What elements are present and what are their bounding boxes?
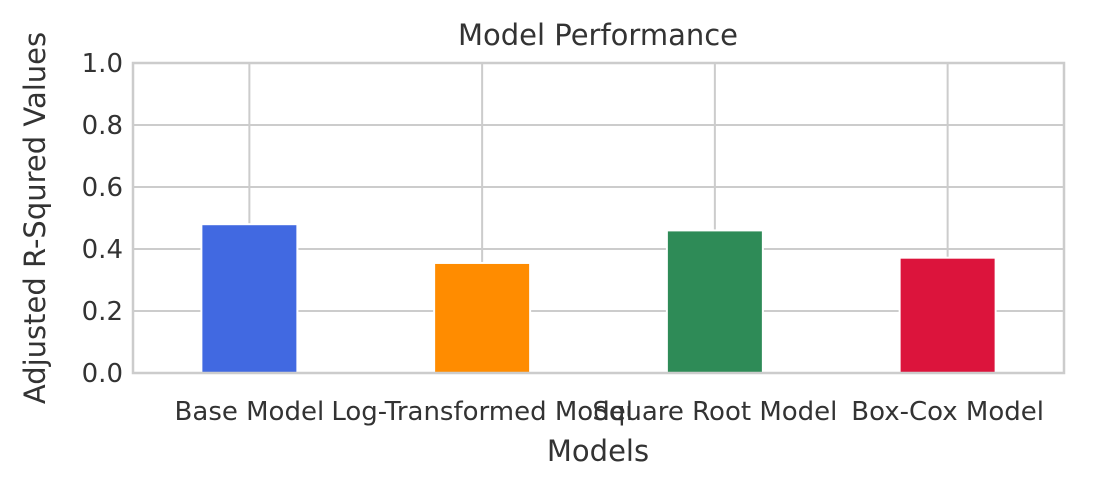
y-tick-label: 0.0 (82, 359, 123, 389)
x-tick-label: Base Model (175, 397, 325, 427)
y-tick-label: 0.2 (82, 297, 123, 327)
plot-frame (131, 61, 1066, 375)
x-tick-label: Square Root Model (592, 397, 837, 427)
y-tick-label: 0.8 (82, 111, 123, 141)
y-axis-label: Adjusted R-Squred Values (18, 32, 52, 404)
y-tick-label: 0.6 (82, 173, 123, 203)
bars (200, 223, 997, 375)
x-axis-label: Models (547, 434, 649, 468)
chart-title: Model Performance (458, 18, 738, 52)
bar-square-root-model (665, 229, 764, 374)
x-tick-label: Log-Transformed Model (331, 397, 633, 427)
y-tick-label: 0.4 (82, 235, 123, 265)
x-tick-label: Box-Cox Model (851, 397, 1044, 427)
y-tick-labels: 0.0 0.2 0.4 0.6 0.8 1.0 (82, 49, 123, 389)
y-tick-label: 1.0 (82, 49, 123, 79)
bar-base-model (200, 223, 299, 374)
bar-box-cox-model (898, 256, 997, 374)
bar-log-transformed-model (433, 261, 532, 375)
